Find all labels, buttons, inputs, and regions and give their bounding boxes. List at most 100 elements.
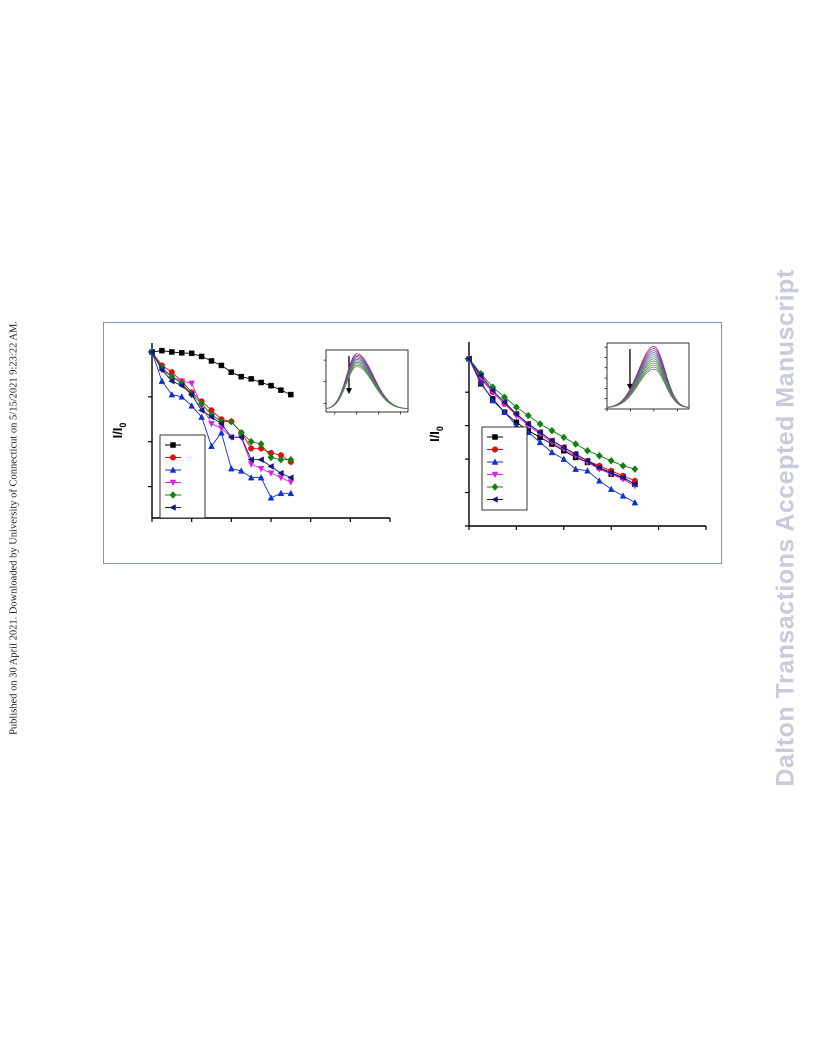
series-2	[148, 348, 295, 501]
data-point	[169, 349, 175, 355]
legend-marker	[491, 458, 499, 465]
data-point	[208, 358, 215, 364]
data-point	[237, 433, 244, 441]
legend-marker	[169, 466, 177, 473]
data-point	[159, 347, 165, 354]
legend-marker	[169, 479, 177, 487]
data-point	[536, 429, 543, 436]
legend-item	[487, 483, 503, 491]
data-point	[238, 373, 244, 380]
legend-box	[481, 426, 528, 511]
legend-item	[487, 434, 503, 440]
legend-item	[165, 454, 181, 461]
data-point	[198, 353, 205, 360]
data-point	[218, 425, 225, 432]
chart-panel-b: I/I0	[427, 342, 707, 530]
data-point	[277, 489, 285, 497]
data-point	[257, 440, 265, 448]
data-point	[607, 485, 615, 492]
data-point	[267, 494, 275, 501]
data-point	[258, 379, 264, 386]
data-point	[248, 376, 254, 382]
legend-item	[165, 479, 181, 487]
data-point	[500, 398, 508, 406]
data-point	[287, 474, 294, 481]
inset-spectrum	[606, 368, 690, 408]
series-5	[148, 348, 294, 481]
data-point	[572, 440, 580, 448]
data-point	[218, 429, 225, 436]
series-0	[149, 347, 294, 398]
legend-marker	[492, 434, 498, 440]
data-point	[572, 450, 579, 458]
legend	[481, 426, 528, 511]
inset-spectrum	[325, 366, 409, 410]
data-point	[228, 369, 235, 375]
data-point	[158, 366, 165, 374]
data-point	[619, 461, 627, 470]
legend-item	[487, 496, 503, 503]
data-point	[524, 411, 532, 420]
data-point	[595, 451, 603, 460]
data-point	[465, 355, 472, 363]
data-point	[208, 421, 215, 428]
data-point	[267, 453, 275, 462]
legend	[159, 434, 206, 519]
data-point	[277, 469, 284, 477]
decrease-arrow-head	[626, 383, 633, 390]
data-point	[560, 455, 568, 462]
data-point	[257, 473, 265, 481]
y-axis-title-main: I/I	[110, 428, 125, 439]
legend-marker	[169, 454, 177, 461]
data-point	[257, 456, 264, 463]
data-point	[512, 410, 520, 418]
data-point	[247, 461, 255, 468]
data-point	[619, 492, 627, 499]
data-point	[287, 455, 295, 464]
data-point	[188, 391, 195, 398]
data-point	[247, 456, 254, 463]
data-point	[560, 444, 567, 451]
legend-marker	[169, 504, 176, 511]
data-point	[288, 391, 294, 398]
data-point	[277, 455, 285, 464]
data-point	[188, 380, 195, 388]
data-point	[267, 470, 275, 477]
data-point	[277, 474, 285, 482]
data-point	[560, 433, 568, 442]
data-point	[607, 469, 614, 476]
data-point	[287, 479, 295, 486]
data-point	[477, 372, 484, 379]
data-point	[148, 348, 155, 356]
data-point	[548, 448, 556, 456]
y-axis-title-main: I/I	[427, 431, 442, 442]
figure-svg: I/I0I/I0	[110, 342, 707, 530]
data-point	[227, 417, 235, 426]
data-point	[188, 402, 195, 409]
legend-box	[159, 434, 206, 519]
data-point	[536, 438, 544, 446]
data-point	[548, 426, 556, 435]
data-point	[583, 457, 591, 465]
decrease-arrow-head	[345, 388, 352, 395]
data-point	[179, 350, 185, 356]
y-axis-title: I/I0	[110, 423, 128, 439]
data-point	[228, 464, 235, 472]
data-point	[536, 420, 544, 428]
watermark-text: Dalton Transactions Accepted Manuscript	[771, 269, 800, 787]
data-point	[168, 377, 175, 385]
data-point	[596, 477, 603, 484]
data-point	[188, 350, 195, 357]
data-point	[524, 420, 531, 428]
data-point	[248, 445, 255, 452]
publication-note-text: Published on 30 April 2021. Downloaded b…	[8, 321, 20, 735]
inset-chart	[604, 342, 690, 412]
legend-marker	[491, 471, 499, 479]
y-axis-title-subscript: 0	[435, 426, 445, 431]
legend-item	[487, 471, 503, 479]
chart-panel-a: I/I0	[110, 343, 409, 522]
inset-frame	[325, 349, 409, 413]
data-point	[198, 399, 206, 408]
legend-item	[165, 504, 181, 511]
legend-marker	[491, 483, 499, 491]
